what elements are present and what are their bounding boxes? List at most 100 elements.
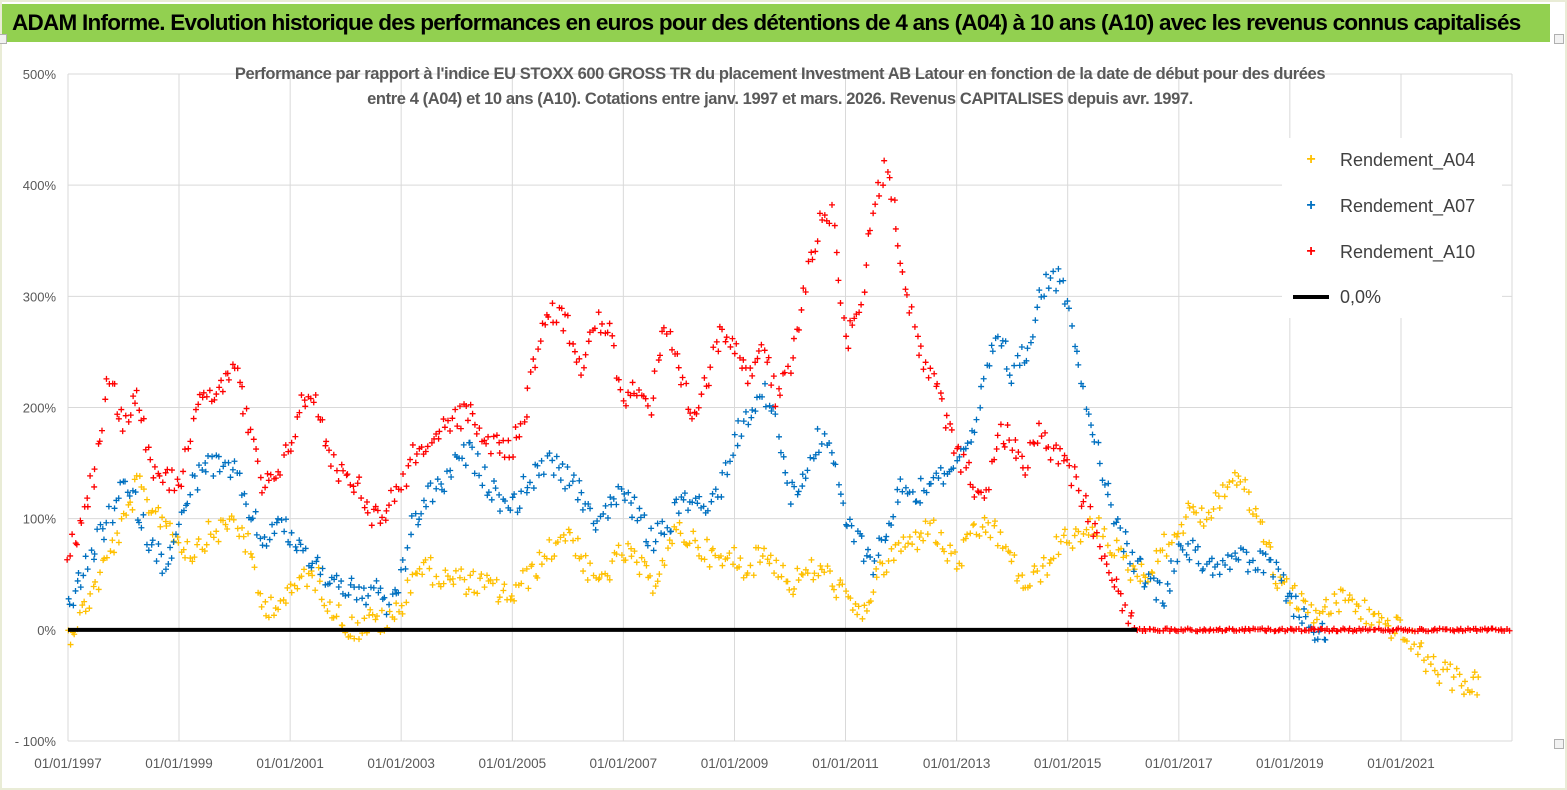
data-point bbox=[404, 577, 411, 584]
data-point bbox=[1053, 287, 1060, 294]
resize-handle-bottom-right[interactable] bbox=[1554, 739, 1564, 749]
data-point bbox=[586, 329, 593, 336]
data-point bbox=[1460, 691, 1467, 698]
data-point bbox=[897, 260, 904, 267]
data-point bbox=[706, 563, 713, 570]
data-point bbox=[501, 581, 508, 588]
data-point bbox=[1129, 549, 1136, 556]
data-point bbox=[385, 502, 392, 509]
data-point bbox=[764, 359, 771, 366]
data-point bbox=[948, 550, 955, 557]
legend-item-a10[interactable]: + Rendement_A10 bbox=[1282, 240, 1475, 264]
data-point bbox=[882, 537, 889, 544]
data-point bbox=[863, 607, 870, 614]
data-point bbox=[787, 501, 794, 508]
data-point bbox=[579, 506, 586, 513]
data-point bbox=[414, 570, 421, 577]
data-point bbox=[225, 459, 232, 466]
data-point bbox=[1120, 554, 1127, 561]
data-point bbox=[497, 508, 504, 515]
data-point bbox=[125, 418, 132, 425]
data-point bbox=[192, 406, 199, 413]
data-point bbox=[1092, 520, 1099, 527]
data-point bbox=[686, 540, 693, 547]
data-point bbox=[140, 415, 147, 422]
data-point bbox=[560, 327, 567, 334]
data-point bbox=[590, 520, 597, 527]
data-point bbox=[819, 216, 826, 223]
data-point bbox=[483, 440, 490, 447]
data-point bbox=[1475, 674, 1482, 681]
data-point bbox=[964, 531, 971, 538]
data-point bbox=[1032, 317, 1039, 324]
data-point bbox=[1190, 503, 1197, 510]
data-point bbox=[903, 291, 910, 298]
data-point bbox=[546, 450, 553, 457]
legend-item-a04[interactable]: + Rendement_A04 bbox=[1282, 148, 1475, 172]
data-point bbox=[490, 478, 497, 485]
legend-item-zero[interactable]: 0,0% bbox=[1282, 285, 1381, 309]
x-tick-label: 01/01/2009 bbox=[701, 756, 769, 771]
legend-item-a07[interactable]: + Rendement_A07 bbox=[1282, 194, 1475, 218]
data-point bbox=[1057, 538, 1064, 545]
legend-line-zero bbox=[1293, 295, 1329, 299]
data-point bbox=[967, 530, 974, 537]
data-point bbox=[321, 602, 328, 609]
data-point bbox=[1425, 628, 1432, 635]
data-point bbox=[1101, 481, 1108, 488]
data-point bbox=[1082, 492, 1089, 499]
data-point bbox=[863, 262, 870, 269]
data-point bbox=[347, 581, 354, 588]
data-point bbox=[890, 513, 897, 520]
series-rendement_a10 bbox=[64, 157, 1513, 635]
data-point bbox=[140, 511, 147, 518]
data-point bbox=[902, 543, 909, 550]
data-point bbox=[1014, 577, 1021, 584]
data-point bbox=[1233, 482, 1240, 489]
resize-handle-right[interactable] bbox=[1554, 34, 1564, 44]
data-point bbox=[1012, 437, 1019, 444]
data-point bbox=[872, 201, 879, 208]
data-point bbox=[195, 536, 202, 543]
data-point bbox=[470, 568, 477, 575]
data-point bbox=[917, 530, 924, 537]
data-point bbox=[1198, 505, 1205, 512]
resize-handle-left[interactable] bbox=[0, 34, 7, 44]
data-point bbox=[444, 417, 451, 424]
data-point bbox=[971, 429, 978, 436]
data-point bbox=[917, 343, 924, 350]
data-point bbox=[402, 565, 409, 572]
data-point bbox=[1322, 636, 1329, 643]
data-point bbox=[127, 412, 134, 419]
data-point bbox=[802, 289, 809, 296]
data-point bbox=[752, 408, 759, 415]
data-point bbox=[381, 594, 388, 601]
data-point bbox=[610, 495, 617, 502]
data-point bbox=[701, 556, 708, 563]
data-point bbox=[1123, 540, 1130, 547]
data-point bbox=[348, 614, 355, 621]
data-point bbox=[1444, 666, 1451, 673]
data-point bbox=[224, 526, 231, 533]
data-point bbox=[627, 392, 634, 399]
data-point bbox=[1310, 619, 1317, 626]
data-point bbox=[944, 557, 951, 564]
data-point bbox=[731, 350, 738, 357]
data-point bbox=[667, 528, 674, 535]
data-point bbox=[1047, 556, 1054, 563]
data-point bbox=[463, 591, 470, 598]
data-point bbox=[1366, 606, 1373, 613]
data-point bbox=[363, 601, 370, 608]
data-point bbox=[145, 444, 152, 451]
data-point bbox=[678, 381, 685, 388]
data-point bbox=[924, 531, 931, 538]
data-point bbox=[476, 472, 483, 479]
data-point bbox=[824, 563, 831, 570]
data-point bbox=[704, 507, 711, 514]
data-point bbox=[784, 480, 791, 487]
data-point bbox=[428, 439, 435, 446]
data-point bbox=[203, 541, 210, 548]
data-point bbox=[1484, 627, 1491, 634]
data-point bbox=[870, 589, 877, 596]
data-point bbox=[941, 548, 948, 555]
